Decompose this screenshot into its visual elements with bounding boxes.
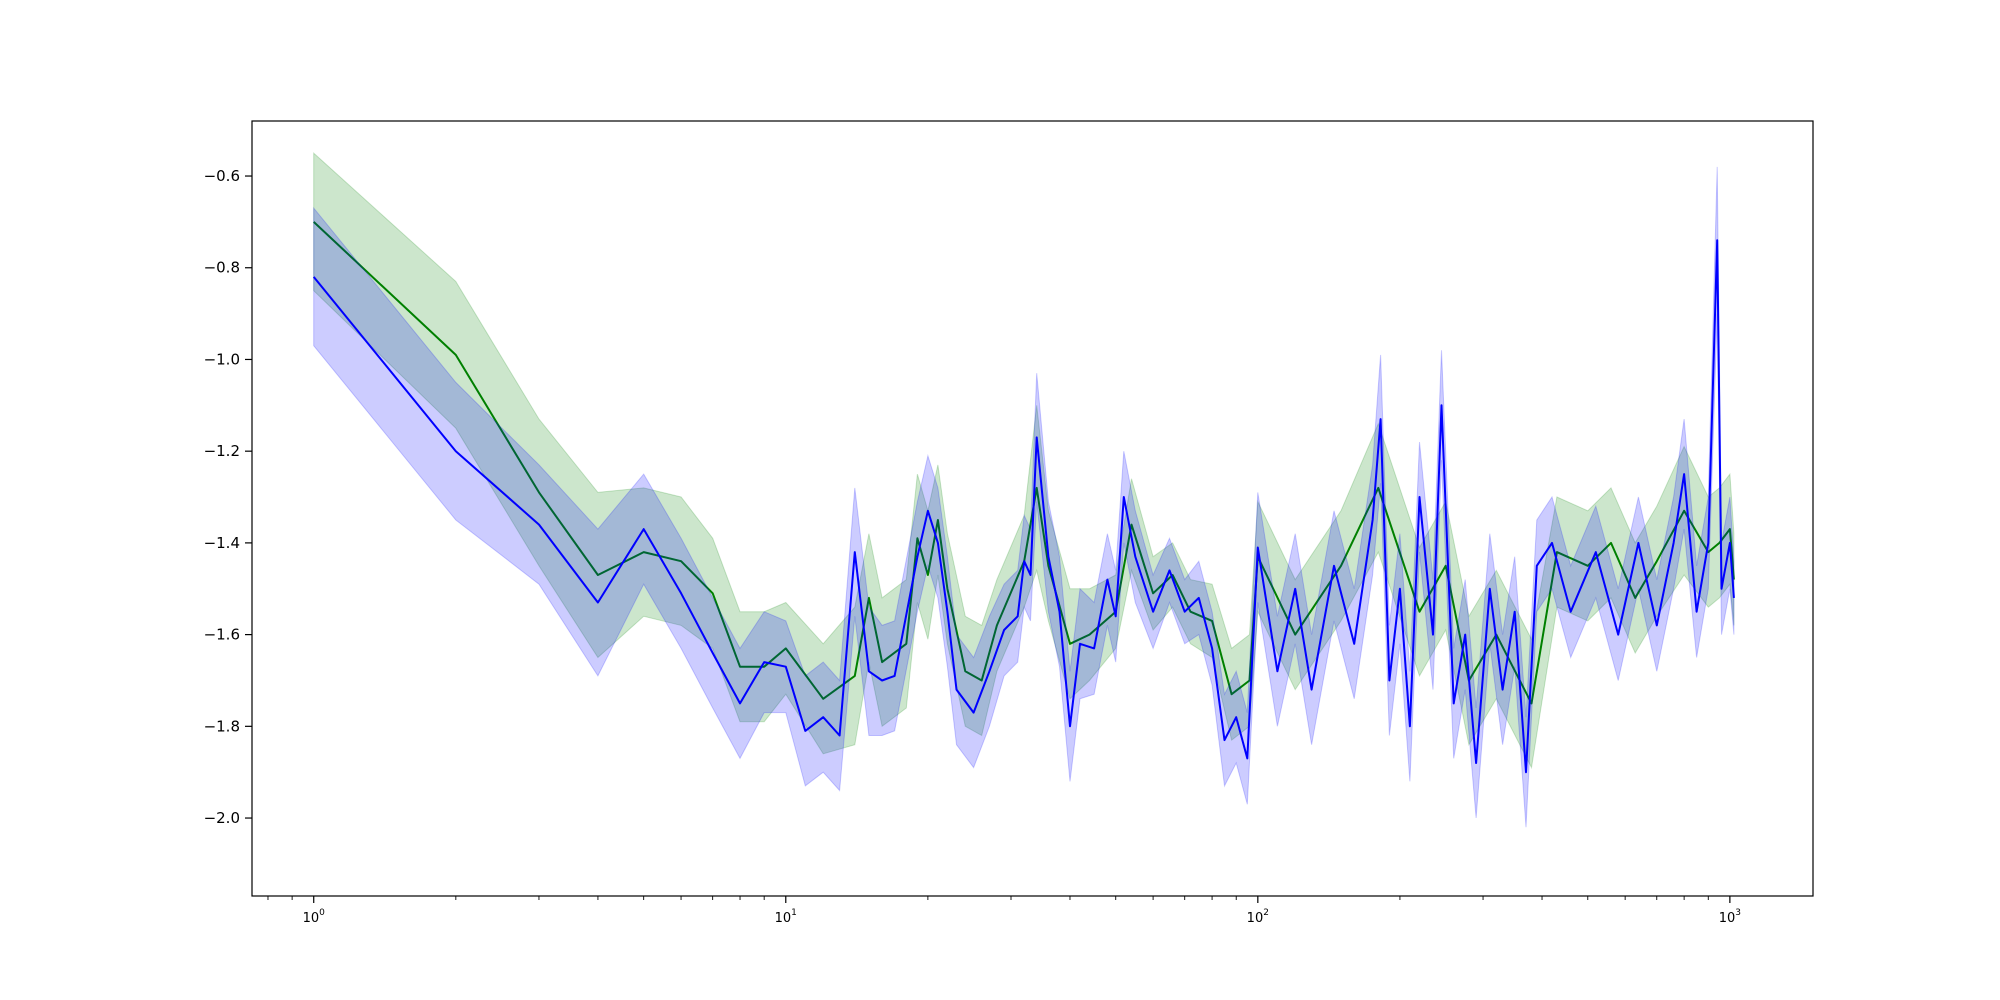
- y-tick-label: −1.8: [204, 717, 240, 735]
- y-tick-label: −1.0: [204, 350, 240, 368]
- series-layer: [312, 151, 1735, 828]
- series-2-line: [312, 239, 1735, 774]
- x-tick-exponent: 3: [1735, 908, 1741, 918]
- plot-frame: [251, 120, 1814, 897]
- y-tick-label: −0.6: [204, 167, 240, 185]
- x-tick-exponent: 2: [1263, 908, 1269, 918]
- y-tick-label: −2.0: [204, 809, 240, 827]
- x-tick-exponent: 1: [791, 908, 797, 918]
- series-1-band: [313, 151, 1735, 770]
- y-tick-label: −1.2: [204, 442, 240, 460]
- y-axis: −0.6 −0.8 −1.0 −1.2 −1.4 −1.6 −1.8 −2.0: [204, 167, 252, 827]
- series-1-line: [313, 221, 1735, 705]
- series-2-band: [313, 166, 1735, 828]
- y-tick-label: −1.6: [204, 626, 240, 644]
- x-tick-exponent: 0: [319, 908, 325, 918]
- y-tick-label: −1.4: [204, 534, 240, 552]
- y-tick-label: −0.8: [204, 259, 240, 277]
